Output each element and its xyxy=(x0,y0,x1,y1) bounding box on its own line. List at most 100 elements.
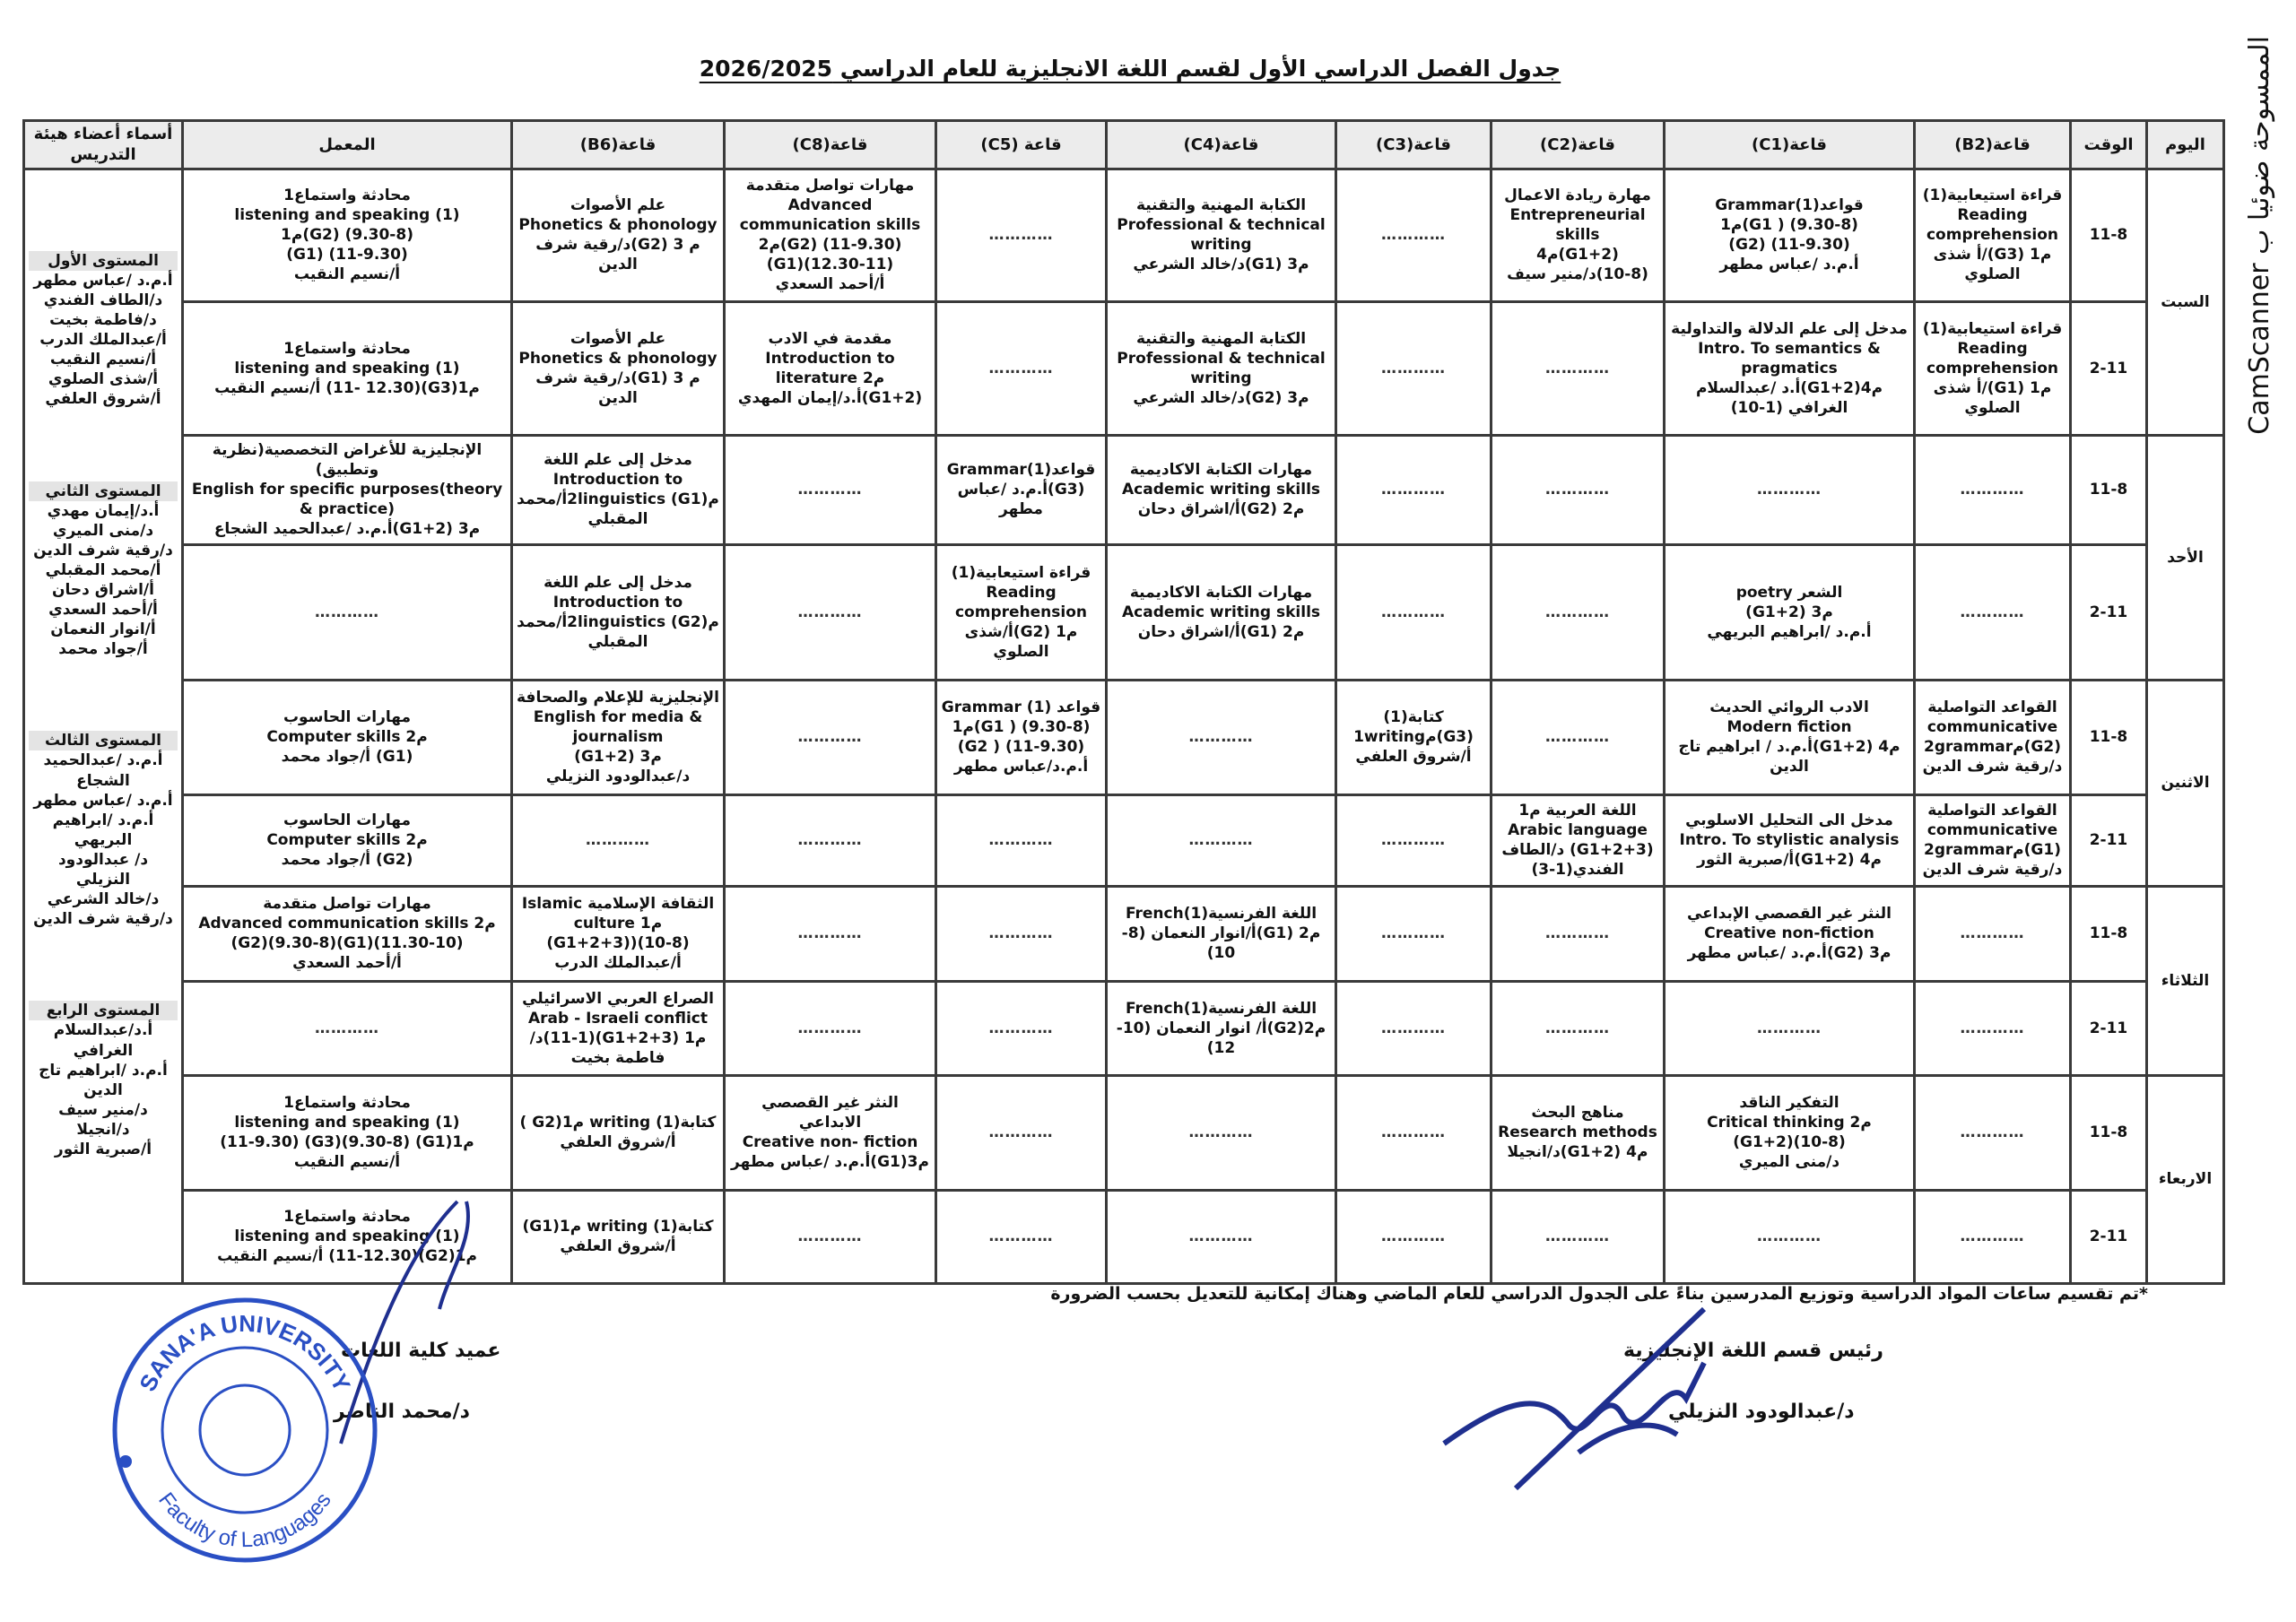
level-heading: المستوى الأول xyxy=(29,250,178,271)
empty-slot: ………… xyxy=(1545,1019,1610,1037)
course-line: د/عبدالودود النزيلي xyxy=(545,768,691,786)
schedule-cell: القواعد التواصلية communicative (G2)م2gram… xyxy=(1913,678,2072,796)
course-line: م 3 (G2)د/رقية شرف الدين xyxy=(535,236,700,274)
course-line: Introduction to xyxy=(552,471,683,490)
course-line: د/رقية شرف الدين xyxy=(1922,861,2063,880)
time-cell: 11-8 xyxy=(2069,1073,2148,1192)
empty-slot: ………… xyxy=(797,831,863,850)
course-line: Modern fiction xyxy=(1726,718,1852,737)
course-line: م2linguistics (G2)أ/محمد المقبلي xyxy=(517,612,719,651)
course-line: م1(G2)(11-12.30) أ/نسيم النقيب xyxy=(217,1247,477,1266)
course-line: أ.م.د /ابراهيم البريهي xyxy=(1707,622,1872,641)
staff-name: د/ عبدالودود النزيلي xyxy=(57,850,149,889)
time-cell: 11-8 xyxy=(2069,884,2148,983)
staff-name: أ.د/إيمان مهدي xyxy=(47,501,160,520)
empty-slot: ………… xyxy=(1545,924,1610,943)
staff-name: أ.م.د /عباس مطهر xyxy=(33,791,173,810)
course-line: مهارات الكتابة الاكاديمية xyxy=(1129,461,1313,480)
staff-name: د/فاطمة بخيت xyxy=(49,311,157,330)
schedule-cell: مهارات الكتابة الاكاديمية Academic writin… xyxy=(1105,433,1337,546)
course-line: الكتابة المهنية والتقنية xyxy=(1135,329,1307,348)
course-line: Intro. To semantics & pragmatics xyxy=(1698,339,1881,377)
course-line: قراءة استيعابية(1) xyxy=(1922,186,2063,205)
course-line: الثقافة الإسلامية Islamic xyxy=(521,895,715,914)
schedule-cell: ………… xyxy=(1335,433,1492,546)
head-signature xyxy=(1442,1306,1707,1491)
staff-name: أ/محمد المقبلي xyxy=(45,560,161,579)
schedule-cell: ………… xyxy=(1490,433,1665,546)
schedule-row: الأحد 11-8 ………… ………… ………… ………… مهارات الكتابة … xyxy=(24,433,2225,681)
schedule-cell: مدخل إلى علم اللغة Introduction to م2lingu… xyxy=(510,433,726,546)
column-header: المعمل xyxy=(181,119,513,170)
schedule-row: 2-11 قراءة استيعابية(1) Reading comprehens… xyxy=(24,299,2224,437)
course-line: Academic writing skills xyxy=(1121,481,1321,499)
course-line: listening and speaking (1) xyxy=(234,1227,460,1246)
empty-slot: ………… xyxy=(988,1227,1054,1246)
course-line: الإنجليزية للإعلام والصحافة xyxy=(517,689,719,707)
header-row: اليوم الوقت قاعة(B2) قاعة(C1) قاعة(C2) قاعة(C… xyxy=(22,119,2225,170)
course-line: محادثة واستماع1 xyxy=(283,339,411,358)
course-line: Research methods xyxy=(1498,1123,1657,1142)
empty-slot: ………… xyxy=(1381,924,1446,943)
course-line: (G3)م1writing xyxy=(1353,728,1474,747)
schedule-cell: قواعد(1)Grammar (9.30-8) ( G1)م1 (11-9.30)… xyxy=(1663,167,1916,303)
course-line: مهارات تواصل متقدمة xyxy=(263,895,431,914)
course-line: محادثة واستماع1 xyxy=(283,186,411,205)
schedule-cell: النثر غير القصصي الابداعي Creative non- f… xyxy=(723,1073,937,1192)
course-line: د/رقية شرف الدين xyxy=(1922,758,2063,776)
course-line: Advanced communication skills xyxy=(739,196,921,235)
course-line: محادثة واستماع1 xyxy=(283,1094,411,1113)
course-line: م4 (G1+2)أ.م.د / ابراهيم تاج الدين xyxy=(1678,738,1900,776)
course-line: الادب الروائي الحديث xyxy=(1709,698,1869,717)
schedule-cell: ………… xyxy=(1335,542,1492,681)
course-line: م3 (G2)أ.م.د /عباس مطهر xyxy=(1687,944,1892,963)
schedule-cell: مهارات الكتابة الاكاديمية Academic writin… xyxy=(1105,542,1337,681)
schedule-cell: القواعد التواصلية communicative (G1)م2gram… xyxy=(1913,793,2072,888)
footnote: *تم تقسيم ساعات المواد الدراسية وتوزيع ا… xyxy=(1050,1284,2148,1304)
dean-title: عميد كلية اللغات xyxy=(341,1340,501,1362)
schedule-cell: مدخل إلى علم اللغة Introduction to م2lingu… xyxy=(510,542,726,681)
staff-name: أ.م.د /عباس مطهر xyxy=(33,271,173,290)
course-line: النثر غير القصصي الابداعي xyxy=(761,1094,899,1132)
schedule-cell: ………… xyxy=(1490,884,1665,983)
level-heading: المستوى الثالث xyxy=(29,731,178,751)
schedule-cell: محادثة واستماع1 listening and speaking (1… xyxy=(181,1073,513,1192)
course-line: communicative xyxy=(1926,718,2058,737)
schedule-cell: ………… xyxy=(510,793,726,888)
course-line: القواعد التواصلية xyxy=(1927,802,2057,820)
schedule-cell: ………… xyxy=(1663,433,1916,546)
course-line: م2 Critical thinking xyxy=(1707,1114,1872,1132)
course-line: English for media & journalism xyxy=(533,708,703,747)
course-line: م3 (G1+2) xyxy=(574,748,662,767)
course-line: الكتابة المهنية والتقنية xyxy=(1135,196,1307,215)
course-line: (G1+2)م4 xyxy=(1536,246,1619,265)
course-line: (9.30-8) ( G1)م1 xyxy=(952,718,1091,737)
schedule-row: 2-11 القواعد التواصلية communicative (G1)م2… xyxy=(24,793,2224,888)
empty-slot: ………… xyxy=(1188,1123,1254,1142)
course-line: مهارات تواصل متقدمة xyxy=(745,177,915,195)
schedule-cell: الإنجليزية للإعلام والصحافة English for m… xyxy=(510,678,726,796)
course-line: النثر غير القصصي الإبداعي xyxy=(1686,905,1892,924)
course-line: (G1+2+3) د/الطاف الفندي(1-3) xyxy=(1501,841,1654,880)
staff-name: د/رقية شرف الدين xyxy=(33,910,173,929)
empty-slot: ………… xyxy=(1757,481,1822,499)
course-line: Phonetics & phonology xyxy=(518,216,718,235)
schedule-cell: ………… xyxy=(935,793,1108,888)
course-line: م2(G2)أ/ انوار النعمان (10-12) xyxy=(1116,1019,1326,1057)
schedule-cell: ………… xyxy=(935,979,1108,1077)
empty-slot: ………… xyxy=(797,603,863,621)
course-line: علم الأصوات xyxy=(570,329,666,348)
course-line: اللغة الفرنسية(1)French xyxy=(1125,905,1318,924)
schedule-cell: ………… xyxy=(181,542,513,681)
schedule-cell: ………… xyxy=(1913,1073,2072,1192)
staff-name: أ/اشراق دحان xyxy=(52,581,154,599)
staff-name: أ/جواد محمد xyxy=(58,640,148,659)
level-heading: المستوى الثاني xyxy=(29,481,178,501)
course-line: مدخل إلى علم اللغة xyxy=(544,573,692,592)
course-line: Professional & technical writing xyxy=(1117,349,1326,387)
course-line: Academic writing skills xyxy=(1121,603,1321,621)
schedule-cell: مهارات تواصل متقدمة م2 Advanced communica… xyxy=(181,884,513,983)
schedule-cell: ………… xyxy=(1335,1073,1492,1192)
course-line: أ.م.د /عباس مطهر xyxy=(1719,256,1859,274)
schedule-cell: ………… xyxy=(723,979,937,1077)
